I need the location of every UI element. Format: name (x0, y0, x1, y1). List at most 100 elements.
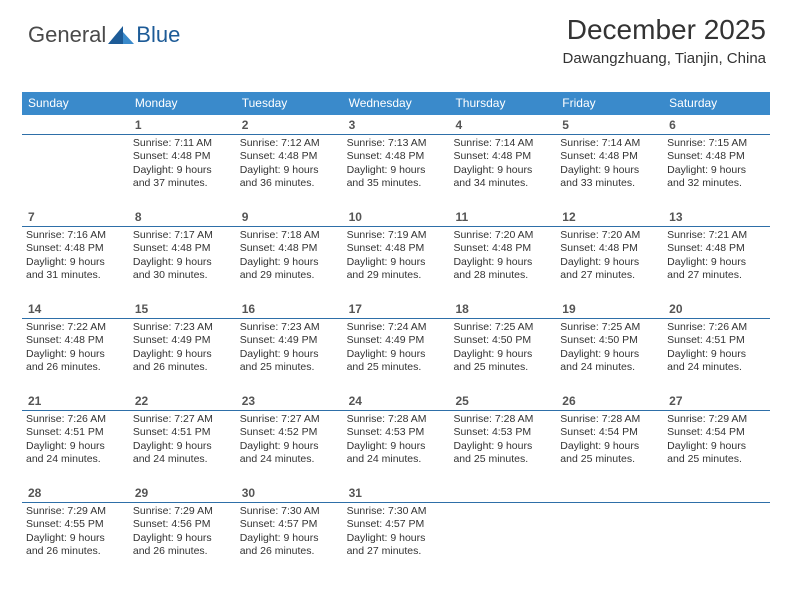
daylight-text: Daylight: 9 hours and 25 minutes. (560, 440, 659, 467)
daylight-text: Daylight: 9 hours and 24 minutes. (347, 440, 446, 467)
sunrise-text: Sunrise: 7:28 AM (347, 413, 446, 426)
day-number: 16 (236, 299, 343, 319)
daylight-text: Daylight: 9 hours and 25 minutes. (453, 440, 552, 467)
sunset-text: Sunset: 4:48 PM (26, 242, 125, 255)
day-number: 25 (449, 391, 556, 411)
sunrise-text: Sunrise: 7:13 AM (347, 137, 446, 150)
sunset-text: Sunset: 4:51 PM (667, 334, 766, 347)
day-number: 27 (663, 391, 770, 411)
dow-monday: Monday (129, 92, 236, 115)
sunset-text: Sunset: 4:48 PM (240, 150, 339, 163)
sunrise-text: Sunrise: 7:11 AM (133, 137, 232, 150)
sunrise-text: Sunrise: 7:24 AM (347, 321, 446, 334)
sunrise-text: Sunrise: 7:18 AM (240, 229, 339, 242)
sunset-text: Sunset: 4:53 PM (347, 426, 446, 439)
day-cell: Sunrise: 7:29 AMSunset: 4:56 PMDaylight:… (129, 503, 236, 569)
calendar-body: 123456Sunrise: 7:11 AMSunset: 4:48 PMDay… (22, 115, 770, 575)
sunrise-text: Sunrise: 7:20 AM (560, 229, 659, 242)
daylight-text: Daylight: 9 hours and 24 minutes. (560, 348, 659, 375)
sunrise-text: Sunrise: 7:26 AM (667, 321, 766, 334)
page: General Blue December 2025 Dawangzhuang,… (0, 0, 792, 612)
daylight-text: Daylight: 9 hours and 35 minutes. (347, 164, 446, 191)
day-number: 6 (663, 115, 770, 135)
sunrise-text: Sunrise: 7:21 AM (667, 229, 766, 242)
day-number: 31 (343, 483, 450, 503)
day-number: 24 (343, 391, 450, 411)
sunset-text: Sunset: 4:48 PM (560, 242, 659, 255)
day-number: 29 (129, 483, 236, 503)
day-cell: Sunrise: 7:19 AMSunset: 4:48 PMDaylight:… (343, 227, 450, 293)
day-cell: Sunrise: 7:22 AMSunset: 4:48 PMDaylight:… (22, 319, 129, 385)
sunset-text: Sunset: 4:50 PM (453, 334, 552, 347)
week-daynum-row: 78910111213 (22, 207, 770, 227)
sunset-text: Sunset: 4:48 PM (26, 334, 125, 347)
daylight-text: Daylight: 9 hours and 34 minutes. (453, 164, 552, 191)
calendar: Sunday Monday Tuesday Wednesday Thursday… (22, 92, 770, 575)
sunrise-text: Sunrise: 7:23 AM (133, 321, 232, 334)
day-cell: Sunrise: 7:20 AMSunset: 4:48 PMDaylight:… (449, 227, 556, 293)
day-number: 3 (343, 115, 450, 135)
day-cell: Sunrise: 7:23 AMSunset: 4:49 PMDaylight:… (129, 319, 236, 385)
brand-logo: General Blue (28, 22, 180, 48)
sunrise-text: Sunrise: 7:16 AM (26, 229, 125, 242)
day-number: 18 (449, 299, 556, 319)
sunset-text: Sunset: 4:56 PM (133, 518, 232, 531)
sunset-text: Sunset: 4:48 PM (347, 150, 446, 163)
daylight-text: Daylight: 9 hours and 32 minutes. (667, 164, 766, 191)
day-cell: Sunrise: 7:25 AMSunset: 4:50 PMDaylight:… (449, 319, 556, 385)
sunrise-text: Sunrise: 7:29 AM (133, 505, 232, 518)
day-cell: Sunrise: 7:18 AMSunset: 4:48 PMDaylight:… (236, 227, 343, 293)
day-cell: Sunrise: 7:14 AMSunset: 4:48 PMDaylight:… (449, 135, 556, 201)
day-number: 28 (22, 483, 129, 503)
day-cell: Sunrise: 7:25 AMSunset: 4:50 PMDaylight:… (556, 319, 663, 385)
sunrise-text: Sunrise: 7:25 AM (560, 321, 659, 334)
daylight-text: Daylight: 9 hours and 25 minutes. (240, 348, 339, 375)
sunset-text: Sunset: 4:51 PM (133, 426, 232, 439)
day-number: 14 (22, 299, 129, 319)
day-cell: Sunrise: 7:28 AMSunset: 4:53 PMDaylight:… (449, 411, 556, 477)
sunset-text: Sunset: 4:55 PM (26, 518, 125, 531)
day-number: 19 (556, 299, 663, 319)
sunrise-text: Sunrise: 7:12 AM (240, 137, 339, 150)
daylight-text: Daylight: 9 hours and 30 minutes. (133, 256, 232, 283)
sunset-text: Sunset: 4:53 PM (453, 426, 552, 439)
week-detail-row: Sunrise: 7:16 AMSunset: 4:48 PMDaylight:… (22, 227, 770, 299)
sunset-text: Sunset: 4:54 PM (560, 426, 659, 439)
day-cell: Sunrise: 7:15 AMSunset: 4:48 PMDaylight:… (663, 135, 770, 201)
sunset-text: Sunset: 4:48 PM (240, 242, 339, 255)
daylight-text: Daylight: 9 hours and 27 minutes. (347, 532, 446, 559)
daylight-text: Daylight: 9 hours and 24 minutes. (667, 348, 766, 375)
day-number (556, 483, 663, 503)
day-cell: Sunrise: 7:29 AMSunset: 4:55 PMDaylight:… (22, 503, 129, 569)
dow-sunday: Sunday (22, 92, 129, 115)
day-number: 23 (236, 391, 343, 411)
day-cell (22, 135, 129, 201)
sunset-text: Sunset: 4:48 PM (133, 242, 232, 255)
sunset-text: Sunset: 4:57 PM (240, 518, 339, 531)
sunrise-text: Sunrise: 7:14 AM (453, 137, 552, 150)
location-text: Dawangzhuang, Tianjin, China (563, 50, 766, 67)
dow-wednesday: Wednesday (343, 92, 450, 115)
sunrise-text: Sunrise: 7:28 AM (453, 413, 552, 426)
day-cell: Sunrise: 7:27 AMSunset: 4:51 PMDaylight:… (129, 411, 236, 477)
sunrise-text: Sunrise: 7:29 AM (26, 505, 125, 518)
week-detail-row: Sunrise: 7:11 AMSunset: 4:48 PMDaylight:… (22, 135, 770, 207)
sunset-text: Sunset: 4:49 PM (240, 334, 339, 347)
sunset-text: Sunset: 4:52 PM (240, 426, 339, 439)
week-detail-row: Sunrise: 7:22 AMSunset: 4:48 PMDaylight:… (22, 319, 770, 391)
sunrise-text: Sunrise: 7:22 AM (26, 321, 125, 334)
sunrise-text: Sunrise: 7:26 AM (26, 413, 125, 426)
daylight-text: Daylight: 9 hours and 24 minutes. (26, 440, 125, 467)
day-cell: Sunrise: 7:20 AMSunset: 4:48 PMDaylight:… (556, 227, 663, 293)
sunrise-text: Sunrise: 7:14 AM (560, 137, 659, 150)
day-number: 10 (343, 207, 450, 227)
brand-word-1: General (28, 22, 106, 48)
day-number: 15 (129, 299, 236, 319)
daylight-text: Daylight: 9 hours and 25 minutes. (347, 348, 446, 375)
sunrise-text: Sunrise: 7:23 AM (240, 321, 339, 334)
day-number: 7 (22, 207, 129, 227)
week-daynum-row: 123456 (22, 115, 770, 135)
daylight-text: Daylight: 9 hours and 26 minutes. (26, 348, 125, 375)
daylight-text: Daylight: 9 hours and 33 minutes. (560, 164, 659, 191)
day-cell: Sunrise: 7:28 AMSunset: 4:54 PMDaylight:… (556, 411, 663, 477)
